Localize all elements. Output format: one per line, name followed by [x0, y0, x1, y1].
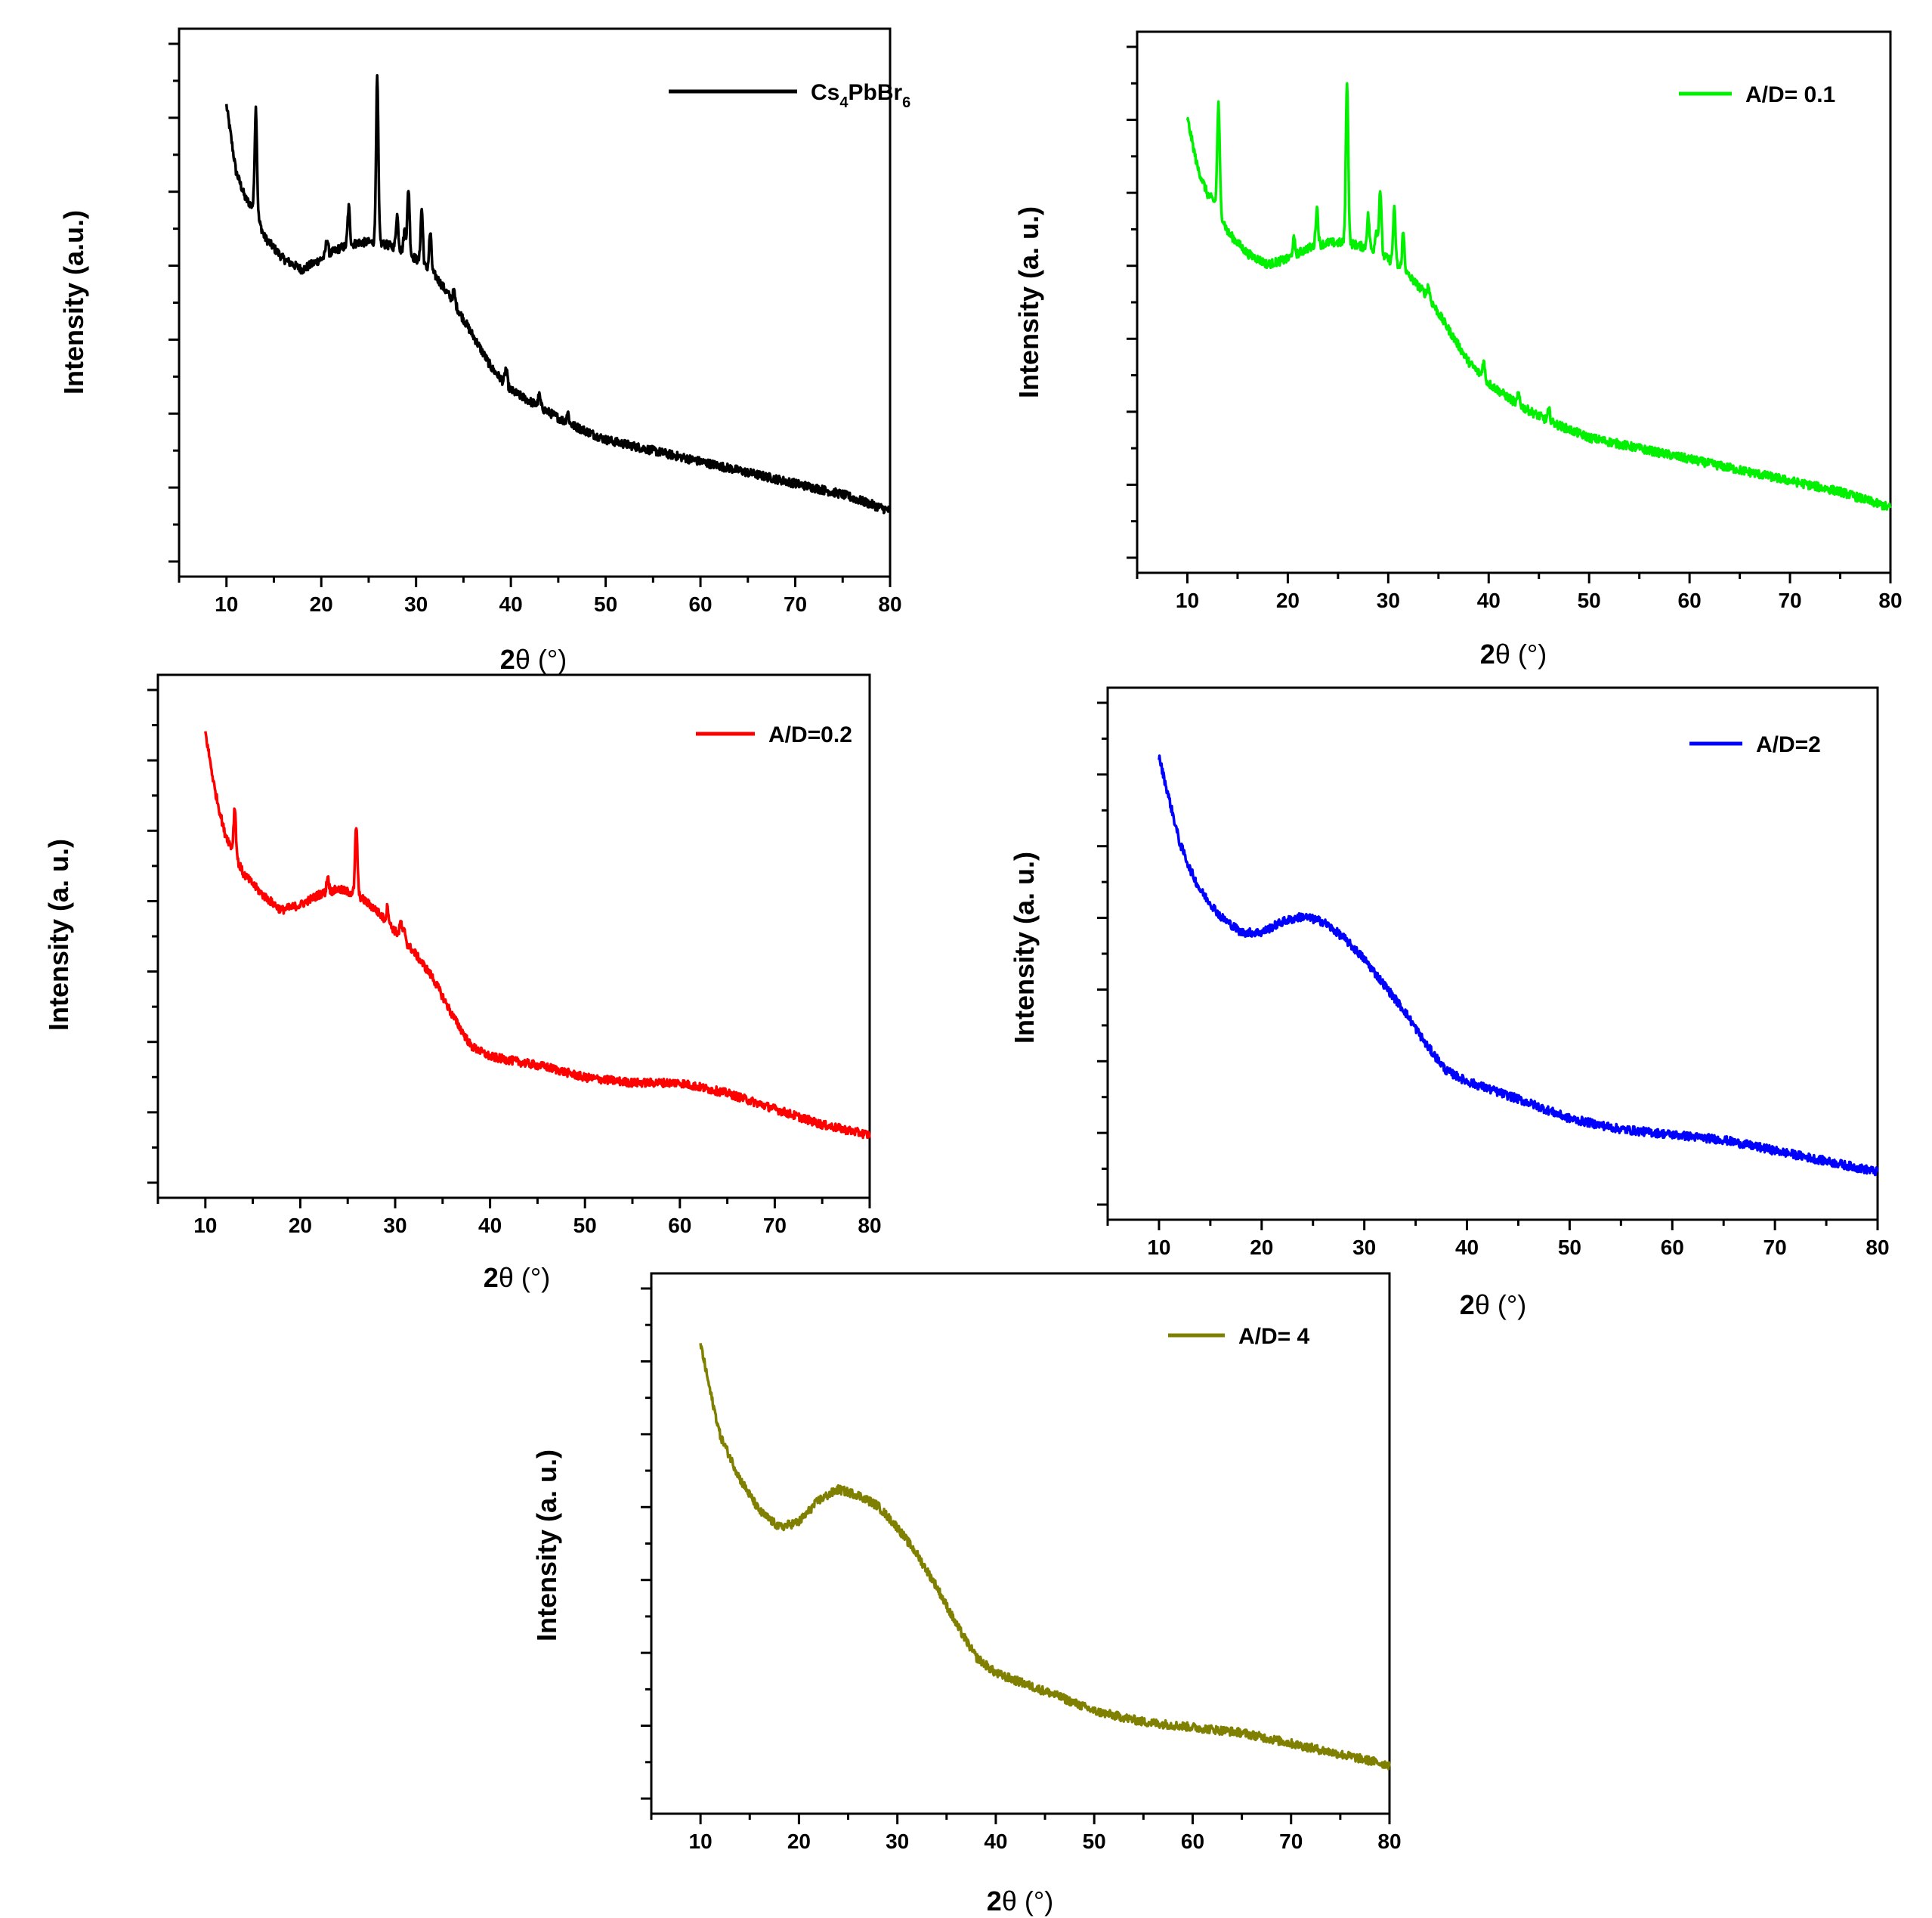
- x-axis-title: 2θ (°): [987, 1886, 1053, 1916]
- x-tick-label: 60: [1661, 1236, 1684, 1259]
- x-tick-label: 80: [1878, 589, 1902, 612]
- x-tick-label: 30: [404, 592, 428, 616]
- x-tick-label: 40: [984, 1830, 1007, 1853]
- plot-area: 10 20 30 40 50 60 70 80: [641, 1272, 1402, 1853]
- x-tick-label: 80: [1866, 1236, 1889, 1259]
- x-tick-label: 60: [1181, 1830, 1204, 1853]
- x-tick-label: 20: [787, 1830, 811, 1853]
- x-tick-label: 20: [310, 592, 333, 616]
- panel-ad-0-1: 10 20 30 40 50 60 70 80 A/D= 0.1 2θ (°) Intensi…: [1013, 30, 1903, 670]
- plot-area: 10 20 30 40 50 60 70 80: [168, 27, 902, 616]
- y-axis-title: Intensity (a. u.): [43, 839, 74, 1031]
- x-tick-label: 80: [878, 592, 901, 616]
- x-tick-label: 40: [478, 1214, 502, 1237]
- legend-label: A/D= 4: [1238, 1324, 1310, 1349]
- x-tick-label: 40: [499, 592, 523, 616]
- x-tick-label: 70: [1279, 1830, 1303, 1853]
- x-tick-label: 20: [1276, 589, 1300, 612]
- panel-cs4pbbr6: 10 20 30 40 50 60 70 80 Cs4PbBr6 2θ (°) Intensi…: [58, 27, 910, 675]
- x-tick-label: 40: [1477, 589, 1501, 612]
- panel-ad-0-2: 10 20 30 40 50 60 70 80 A/D=0.2 2θ (°) Intensit…: [43, 673, 882, 1293]
- legend-label: A/D= 0.1: [1745, 82, 1835, 107]
- x-tick-label: 30: [383, 1214, 406, 1237]
- x-tick-label: 20: [289, 1214, 312, 1237]
- x-tick-label: 50: [1578, 589, 1601, 612]
- x-tick-label: 40: [1455, 1236, 1479, 1259]
- legend: Cs4PbBr6: [669, 80, 910, 111]
- series-line: [699, 1343, 1391, 1771]
- x-tick-label: 30: [1377, 589, 1400, 612]
- legend-label: A/D=0.2: [768, 722, 852, 747]
- legend: A/D=0.2: [696, 722, 852, 747]
- x-axis-title: 2θ (°): [484, 1262, 550, 1293]
- x-tick-label: 10: [689, 1830, 713, 1853]
- x-axis-title: 2θ (°): [1460, 1289, 1526, 1320]
- x-tick-label: 70: [1764, 1236, 1787, 1259]
- x-tick-label: 10: [1147, 1236, 1170, 1259]
- x-tick-label: 50: [1558, 1236, 1581, 1259]
- x-tick-label: 50: [594, 592, 617, 616]
- x-tick-label: 70: [784, 592, 807, 616]
- series-line: [1158, 754, 1879, 1177]
- series-line: [204, 731, 871, 1140]
- series-line: [1185, 82, 1892, 511]
- legend-label: Cs4PbBr6: [811, 80, 910, 111]
- x-tick-label: 70: [1778, 589, 1801, 612]
- legend: A/D= 0.1: [1679, 82, 1835, 107]
- panel-ad-4: 10 20 30 40 50 60 70 80 A/D= 4 2θ (°) Intensity…: [531, 1272, 1402, 1916]
- panel-ad-2: 10 20 30 40 50 60 70 80 A/D=2 2θ (°) Intensity …: [1009, 686, 1890, 1320]
- x-tick-label: 80: [1377, 1830, 1401, 1853]
- y-axis-title: Intensity (a.u.): [58, 210, 89, 394]
- x-tick-label: 60: [1678, 589, 1702, 612]
- series-line: [224, 73, 892, 515]
- x-tick-label: 80: [858, 1214, 881, 1237]
- x-tick-label: 60: [688, 592, 712, 616]
- x-tick-label: 50: [1083, 1830, 1106, 1853]
- plot-area: 10 20 30 40 50 60 70 80: [1097, 686, 1890, 1259]
- x-tick-label: 70: [763, 1214, 787, 1237]
- y-axis-title: Intensity (a. u.): [531, 1449, 562, 1641]
- x-tick-label: 10: [215, 592, 238, 616]
- x-tick-label: 30: [1352, 1236, 1376, 1259]
- legend-label: A/D=2: [1756, 732, 1821, 757]
- x-tick-label: 10: [193, 1214, 217, 1237]
- y-axis-title: Intensity (a. u.): [1009, 852, 1040, 1044]
- x-tick-label: 20: [1250, 1236, 1273, 1259]
- x-tick-label: 50: [573, 1214, 597, 1237]
- y-axis-title: Intensity (a. u.): [1013, 206, 1044, 398]
- plot-area: 10 20 30 40 50 60 70 80: [1127, 30, 1903, 612]
- x-tick-label: 10: [1176, 589, 1199, 612]
- x-tick-label: 30: [886, 1830, 909, 1853]
- plot-area: 10 20 30 40 50 60 70 80: [147, 673, 882, 1237]
- x-axis-title: 2θ (°): [500, 644, 567, 675]
- legend: A/D=2: [1689, 732, 1821, 757]
- legend: A/D= 4: [1168, 1324, 1310, 1349]
- x-tick-label: 60: [668, 1214, 691, 1237]
- x-axis-title: 2θ (°): [1480, 639, 1547, 670]
